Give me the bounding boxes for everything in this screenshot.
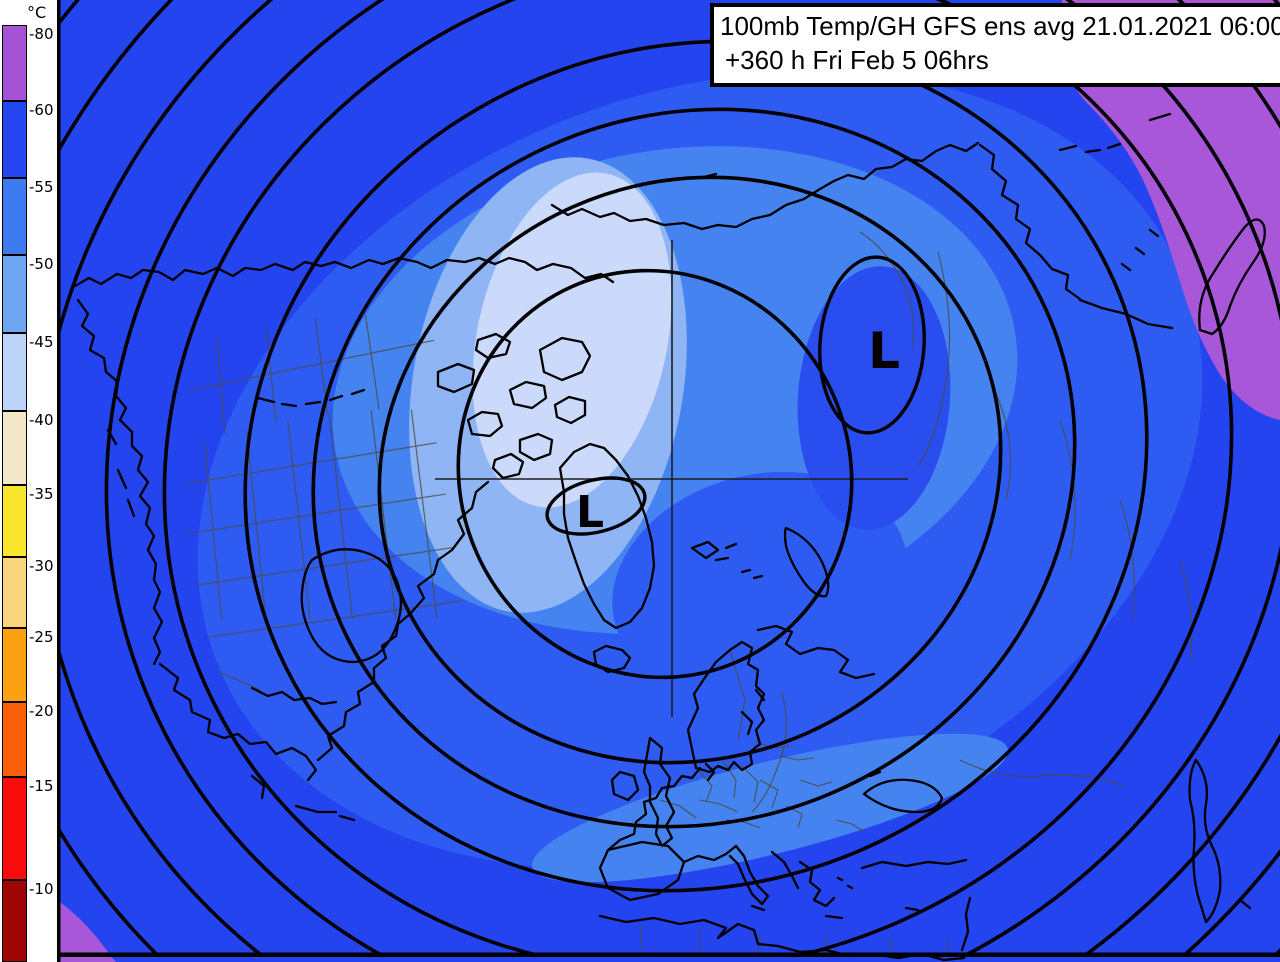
gh-contour-low-oval-small bbox=[545, 476, 647, 536]
country-borders bbox=[184, 231, 1193, 957]
gh-contour-ring bbox=[377, 175, 1003, 765]
colorbar-segment bbox=[2, 333, 27, 411]
gh-contour-ring bbox=[456, 268, 854, 680]
shading-band-55-patch bbox=[612, 471, 908, 699]
shading-low-interior bbox=[797, 266, 951, 530]
colorbar-tick-label: -25 bbox=[29, 628, 54, 646]
colorbar-tick-label: -50 bbox=[29, 255, 54, 273]
gh-contour-ring bbox=[243, 39, 1149, 893]
colorbar-tick-label: -30 bbox=[29, 557, 54, 575]
low-center-label-main: L bbox=[868, 322, 900, 380]
colorbar-tick-label: -10 bbox=[29, 880, 54, 898]
colorbar-tick-label: -35 bbox=[29, 485, 54, 503]
map-frame-bottom bbox=[57, 952, 1280, 957]
borders-north-america bbox=[184, 315, 464, 691]
coastline-north-america bbox=[73, 256, 615, 822]
gh-contour-low-oval bbox=[818, 255, 926, 435]
colorbar-tick-label: -20 bbox=[29, 702, 54, 720]
colorbar-tick-label: -40 bbox=[29, 411, 54, 429]
colorbar-tick-label: -45 bbox=[29, 333, 54, 351]
colorbar-segment bbox=[2, 101, 27, 178]
borders-asia bbox=[859, 231, 1193, 787]
colorbar-tick-label: -55 bbox=[29, 178, 54, 196]
colorbar-segment bbox=[2, 702, 27, 777]
colorbar-tick-label: -15 bbox=[29, 777, 54, 795]
low-center-label-secondary: L bbox=[576, 487, 604, 538]
colorbar-segment bbox=[2, 628, 27, 702]
colorbar-tick-label: -80 bbox=[29, 25, 54, 43]
colorbar-segment bbox=[2, 25, 27, 101]
colorbar-segment bbox=[2, 485, 27, 557]
colorbar-segment bbox=[2, 777, 27, 880]
gh-contour-ring bbox=[311, 107, 1077, 829]
colorbar-segment bbox=[2, 880, 27, 962]
graticule bbox=[435, 240, 908, 717]
shading-mediterranean-band bbox=[532, 733, 1008, 883]
coastline-greenland-europe bbox=[558, 442, 972, 962]
colorbar-segment bbox=[2, 178, 27, 255]
colorbar-tick-label: -60 bbox=[29, 101, 54, 119]
colorbar-segment bbox=[2, 255, 27, 333]
colorbar-unit: °C bbox=[27, 3, 47, 22]
map-title-line2: +360 h Fri Feb 5 06hrs bbox=[725, 45, 989, 75]
colorbar: °C -80 -60 -55 -50 -45 -40 -35 -30 -25 -20 -15 -10 bbox=[0, 0, 57, 962]
map-frame-left bbox=[57, 0, 61, 962]
colorbar-segment bbox=[2, 557, 27, 628]
borders-europe-africa bbox=[639, 649, 949, 957]
map-title-line1: 100mb Temp/GH GFS ens avg 21.01.2021 06:… bbox=[720, 11, 1280, 41]
colorbar-segment bbox=[2, 411, 27, 485]
map-title-box: 100mb Temp/GH GFS ens avg 21.01.2021 06:… bbox=[710, 3, 1280, 87]
shading-purple-southwest bbox=[57, 900, 116, 962]
